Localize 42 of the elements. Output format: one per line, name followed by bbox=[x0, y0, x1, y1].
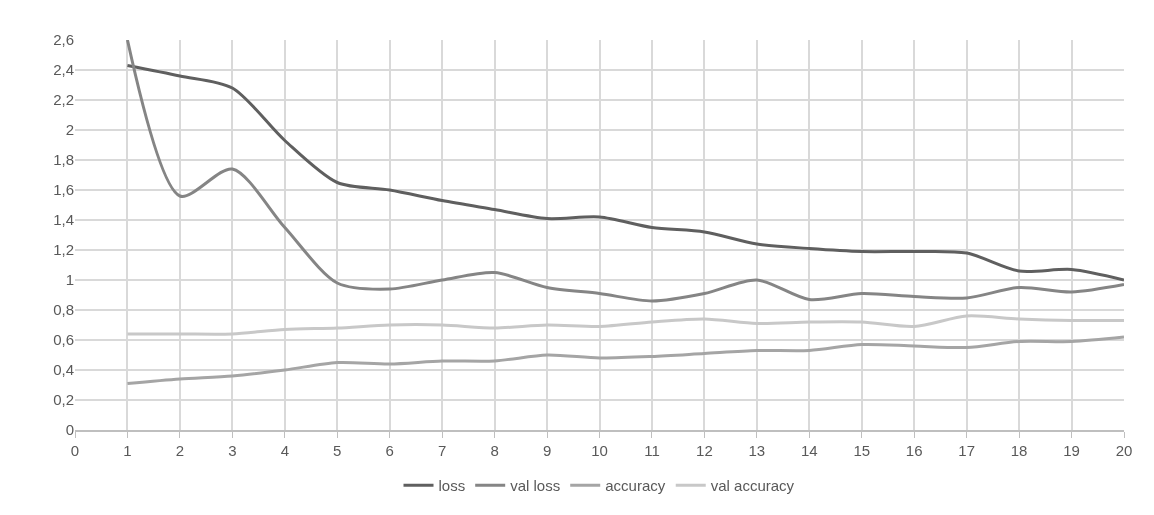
legend-label: loss bbox=[438, 477, 466, 495]
x-tick-label: 4 bbox=[280, 441, 289, 459]
x-tick-label: 20 bbox=[1115, 441, 1133, 459]
x-tick-label: 14 bbox=[800, 441, 818, 459]
x-tick-label: 5 bbox=[333, 441, 342, 459]
x-tick-label: 2 bbox=[175, 441, 185, 459]
y-tick-label: 0,8 bbox=[53, 301, 74, 319]
line-series bbox=[125, 64, 1124, 282]
y-tick-label: 1,4 bbox=[53, 211, 74, 229]
line-series bbox=[125, 335, 1124, 385]
y-tick-label: 0,2 bbox=[53, 391, 74, 409]
x-tick-label: 19 bbox=[1063, 441, 1080, 459]
x-tick-label: 15 bbox=[853, 441, 871, 459]
x-tick-label: 3 bbox=[228, 441, 237, 459]
y-tick-label: 0,4 bbox=[53, 361, 74, 379]
x-tick-label: 18 bbox=[1010, 441, 1028, 459]
y-tick-label: 2,4 bbox=[53, 61, 74, 79]
y-tick-label: 1,8 bbox=[53, 151, 74, 169]
y-tick-label: 1,2 bbox=[53, 241, 74, 259]
y-tick-label: 1 bbox=[65, 271, 74, 289]
y-tick-label: 0 bbox=[65, 421, 74, 439]
x-tick-label: 11 bbox=[644, 441, 660, 459]
x-tick-label: 12 bbox=[696, 441, 713, 459]
x-tick-label: 8 bbox=[490, 441, 499, 459]
legend-label: accuracy bbox=[605, 477, 666, 495]
y-tick-label: 2,6 bbox=[53, 31, 74, 49]
x-tick-label: 6 bbox=[385, 441, 394, 459]
x-tick-label: 17 bbox=[958, 441, 975, 459]
y-tick-label: 1,6 bbox=[53, 181, 74, 199]
y-tick-label: 2,2 bbox=[53, 91, 74, 109]
x-tick-label: 1 bbox=[123, 441, 132, 459]
x-tick-label: 7 bbox=[437, 441, 447, 459]
y-tick-label: 0,6 bbox=[53, 331, 74, 349]
line-series bbox=[125, 314, 1124, 336]
x-tick-label: 13 bbox=[748, 441, 766, 459]
legend-label: val loss bbox=[510, 477, 561, 495]
x-tick-label: 16 bbox=[905, 441, 923, 459]
y-tick-label: 2 bbox=[65, 121, 74, 139]
x-tick-label: 10 bbox=[591, 441, 608, 459]
legend-label: val accuracy bbox=[710, 477, 795, 495]
x-tick-label: 9 bbox=[542, 441, 552, 459]
line-series bbox=[125, 40, 1124, 303]
